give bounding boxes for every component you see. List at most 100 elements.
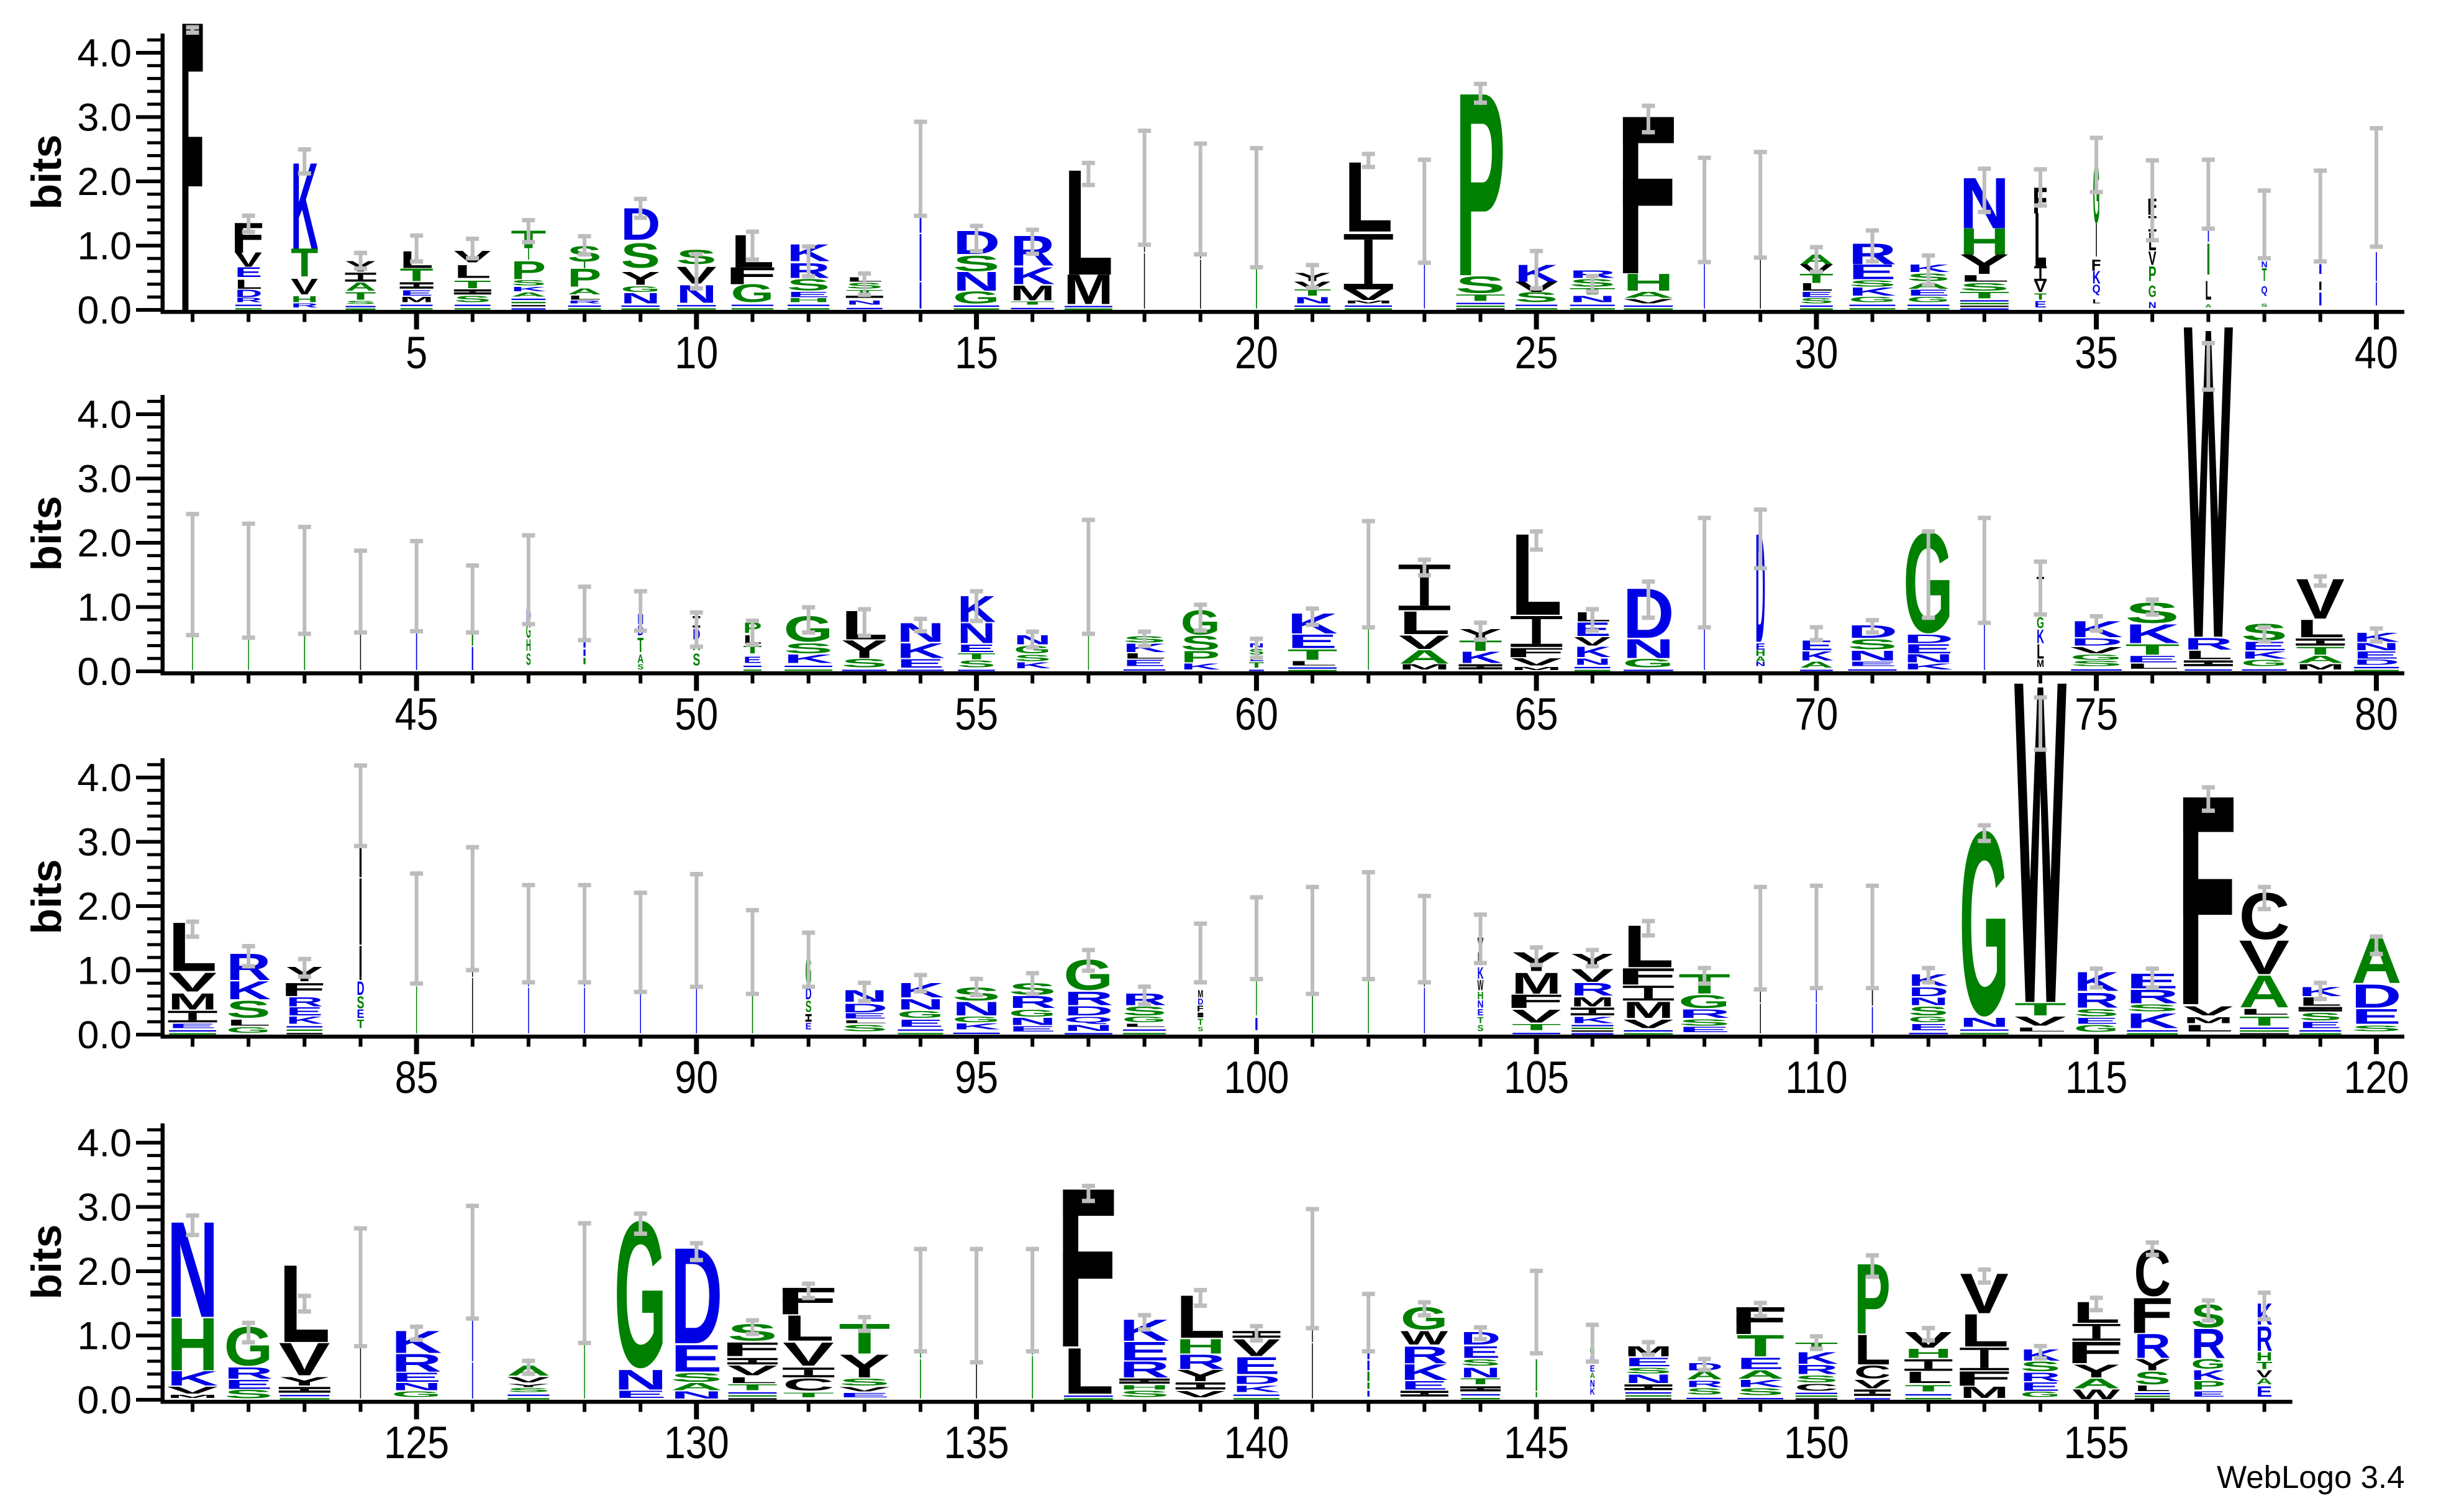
svg-text:R: R	[2074, 989, 2119, 1013]
svg-text:V: V	[783, 1336, 834, 1373]
svg-text:R: R	[1063, 987, 1113, 1009]
svg-text:N: N	[846, 300, 883, 306]
svg-text:L: L	[727, 1376, 778, 1385]
svg-text:P: P	[1181, 648, 1221, 666]
svg-text:2.0: 2.0	[77, 1250, 132, 1294]
svg-text:E: E	[897, 1018, 944, 1029]
svg-text:L: L	[2205, 275, 2211, 306]
svg-text:135: 135	[944, 1417, 1009, 1468]
svg-text:A: A	[345, 281, 376, 293]
svg-text:K: K	[1458, 649, 1502, 666]
svg-text:L: L	[2034, 198, 2047, 283]
svg-text:V: V	[2148, 247, 2157, 270]
svg-text:M: M	[2037, 658, 2044, 669]
svg-text:R: R	[1401, 1341, 1448, 1369]
svg-text:4.0: 4.0	[77, 32, 132, 75]
svg-text:R: R	[1119, 1356, 1170, 1382]
svg-text:M: M	[1960, 1384, 2009, 1402]
svg-text:K: K	[2093, 268, 2101, 288]
svg-text:A: A	[1799, 660, 1834, 669]
svg-text:H: H	[1119, 1384, 1170, 1391]
svg-text:L: L	[235, 277, 262, 291]
svg-text:65: 65	[1515, 688, 1558, 740]
svg-text:E: E	[1903, 642, 1953, 656]
svg-text:A: A	[2239, 966, 2290, 1018]
svg-text:Y: Y	[621, 268, 660, 289]
svg-text:W: W	[1477, 977, 1483, 994]
svg-text:A: A	[670, 1381, 722, 1392]
svg-text:S: S	[637, 663, 643, 671]
svg-text:L: L	[1399, 605, 1450, 642]
svg-text:K: K	[511, 286, 546, 293]
svg-text:E: E	[391, 1370, 442, 1384]
svg-text:E: E	[1590, 1363, 1595, 1374]
svg-text:Q: Q	[1063, 1015, 1113, 1025]
svg-text:S: S	[2299, 1010, 2342, 1023]
svg-text:L: L	[2125, 662, 2180, 670]
svg-text:M: M	[2296, 663, 2345, 671]
svg-text:T: T	[454, 278, 491, 291]
svg-text:D: D	[841, 1001, 888, 1015]
svg-text:L: L	[2014, 1027, 2066, 1033]
svg-text:E: E	[1401, 1379, 1448, 1392]
svg-text:V: V	[1623, 297, 1674, 305]
svg-text:T: T	[2296, 645, 2345, 657]
svg-text:N: N	[1903, 652, 1953, 664]
svg-text:E: E	[1908, 1022, 1948, 1032]
svg-text:K: K	[2125, 619, 2180, 649]
svg-text:A: A	[511, 291, 546, 297]
svg-text:E: E	[2191, 1390, 2225, 1398]
svg-text:R: R	[1569, 268, 1616, 280]
svg-text:S: S	[345, 300, 376, 305]
svg-text:R: R	[1571, 979, 1614, 999]
svg-text:S: S	[224, 1388, 273, 1401]
svg-text:2.0: 2.0	[77, 885, 132, 928]
svg-text:N: N	[1908, 995, 1948, 1007]
svg-text:K: K	[1477, 964, 1483, 982]
svg-text:E: E	[1460, 1343, 1501, 1362]
svg-text:K: K	[1014, 661, 1051, 670]
svg-text:M: M	[1063, 265, 1113, 313]
svg-text:E: E	[787, 290, 830, 298]
svg-text:V: V	[1623, 1017, 1674, 1031]
svg-text:D: D	[1908, 985, 1948, 999]
svg-text:95: 95	[955, 1051, 998, 1103]
svg-text:G: G	[2070, 653, 2123, 661]
svg-text:145: 145	[1504, 1417, 1569, 1468]
svg-text:0.0: 0.0	[77, 650, 132, 694]
svg-text:T: T	[1460, 1377, 1501, 1386]
svg-text:H: H	[1755, 648, 1765, 658]
svg-text:bits: bits	[23, 1225, 70, 1300]
svg-text:S: S	[1794, 1373, 1838, 1384]
svg-text:E: E	[1009, 1025, 1057, 1033]
svg-text:H: H	[1623, 269, 1674, 296]
svg-text:L: L	[568, 294, 602, 301]
svg-text:Y: Y	[841, 635, 888, 663]
svg-text:L: L	[783, 1308, 834, 1348]
svg-text:V: V	[839, 1385, 890, 1393]
svg-text:155: 155	[2064, 1417, 2129, 1468]
svg-text:25: 25	[1515, 327, 1558, 378]
svg-text:L: L	[841, 1020, 888, 1024]
svg-text:K: K	[1574, 643, 1611, 660]
svg-text:K: K	[226, 976, 271, 1005]
svg-text:D: D	[806, 984, 812, 1003]
svg-text:V: V	[167, 1385, 219, 1396]
svg-text:0.0: 0.0	[77, 1014, 132, 1057]
svg-text:L: L	[454, 261, 491, 281]
svg-text:S: S	[1686, 1386, 1723, 1396]
svg-text:R: R	[391, 1349, 442, 1377]
svg-text:A: A	[2296, 654, 2345, 666]
svg-text:K: K	[286, 1015, 323, 1026]
svg-text:40: 40	[2355, 327, 2398, 378]
svg-text:K: K	[1848, 286, 1896, 298]
svg-text:E: E	[1737, 1354, 1784, 1372]
svg-text:A: A	[637, 652, 643, 666]
svg-text:N: N	[953, 266, 1000, 296]
svg-text:E: E	[806, 1022, 812, 1032]
svg-text:N: N	[1624, 1372, 1672, 1386]
svg-text:R: R	[224, 1364, 273, 1382]
svg-text:V: V	[1574, 635, 1611, 648]
svg-text:S: S	[511, 279, 546, 287]
svg-text:E: E	[670, 1337, 722, 1380]
